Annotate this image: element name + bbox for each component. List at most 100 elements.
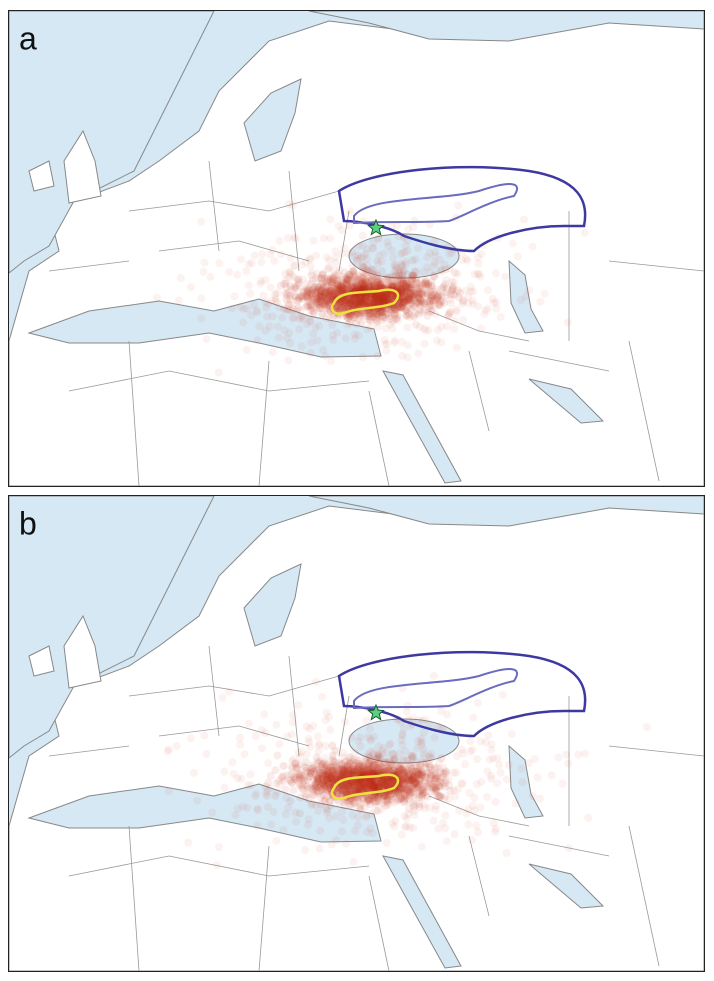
occurrence-dot xyxy=(342,781,351,790)
occurrence-dot xyxy=(271,294,280,303)
occurrence-dot xyxy=(371,292,380,301)
occurrence-dot xyxy=(400,279,409,288)
occurrence-dot xyxy=(422,289,431,298)
occurrence-dot xyxy=(261,276,270,285)
occurrence-dot xyxy=(360,281,369,290)
occurrence-dot xyxy=(415,299,424,308)
occurrence-dot xyxy=(401,784,410,793)
occurrence-dot xyxy=(319,293,328,302)
occurrence-dot xyxy=(426,290,435,299)
occurrence-dot xyxy=(360,803,369,812)
occurrence-dot xyxy=(365,763,374,772)
occurrence-dot xyxy=(311,677,320,686)
occurrence-dot xyxy=(365,778,374,787)
occurrence-dot xyxy=(409,791,418,800)
occurrence-dot xyxy=(346,272,355,281)
occurrence-dot xyxy=(388,317,397,326)
occurrence-dot xyxy=(386,778,395,787)
occurrence-dot xyxy=(247,259,256,268)
occurrence-dot xyxy=(368,270,377,279)
occurrence-dot xyxy=(339,784,348,793)
occurrence-dot xyxy=(362,760,371,769)
occurrence-dot xyxy=(427,294,436,303)
occurrence-dot xyxy=(325,713,334,722)
occurrence-dot xyxy=(322,708,331,717)
occurrence-dot xyxy=(448,284,457,293)
occurrence-dot xyxy=(355,298,364,307)
occurrence-dot xyxy=(389,291,398,300)
occurrence-dot xyxy=(340,301,349,310)
occurrence-dot xyxy=(280,777,289,786)
occurrence-dot xyxy=(284,301,293,310)
occurrence-dot xyxy=(410,289,419,298)
occurrence-dot xyxy=(284,273,293,282)
occurrence-dot xyxy=(435,777,444,786)
occurrence-dot xyxy=(302,782,311,791)
occurrence-dot xyxy=(378,764,387,773)
occurrence-dot xyxy=(372,270,381,279)
occurrence-dot xyxy=(376,298,385,307)
occurrence-dot xyxy=(415,282,424,291)
occurrence-dot xyxy=(451,792,460,801)
occurrence-dot xyxy=(398,301,407,310)
occurrence-dot xyxy=(354,766,363,775)
occurrence-dot xyxy=(312,288,321,297)
occurrence-dot xyxy=(344,281,353,290)
occurrence-dot xyxy=(405,788,414,797)
occurrence-dot xyxy=(352,292,361,301)
occurrence-dot xyxy=(368,784,377,793)
occurrence-dot xyxy=(466,287,475,296)
occurrence-dot xyxy=(337,772,346,781)
occurrence-dot xyxy=(304,301,313,310)
occurrence-dot xyxy=(360,263,369,272)
occurrence-dot xyxy=(302,289,311,298)
occurrence-dot xyxy=(394,788,403,797)
occurrence-dot xyxy=(431,310,440,319)
occurrence-dot xyxy=(403,756,412,765)
occurrence-dot xyxy=(363,766,372,775)
border xyxy=(288,170,300,272)
occurrence-dot xyxy=(360,779,369,788)
occurrence-dot xyxy=(357,768,366,777)
occurrence-dot xyxy=(419,299,428,308)
occurrence-dot xyxy=(431,774,440,783)
occurrence-dot xyxy=(496,768,505,777)
occurrence-dot xyxy=(339,285,348,294)
occurrence-dot xyxy=(361,779,370,788)
occurrence-dot xyxy=(338,300,347,309)
border xyxy=(208,160,220,252)
occurrence-dot xyxy=(310,780,319,789)
occurrence-dot xyxy=(446,307,455,316)
occurrence-dot xyxy=(326,773,335,782)
occurrence-dot xyxy=(380,763,389,772)
occurrence-dot xyxy=(355,784,364,793)
occurrence-dot xyxy=(331,247,340,256)
occurrence-dot xyxy=(360,279,369,288)
occurrence-dot xyxy=(302,789,311,798)
occurrence-dot xyxy=(367,298,376,307)
occurrence-dot xyxy=(333,277,342,286)
occurrence-dot xyxy=(317,775,326,784)
occurrence-dot xyxy=(383,291,392,300)
occurrence-dot xyxy=(382,346,391,355)
occurrence-dot xyxy=(328,290,337,299)
occurrence-dot xyxy=(302,287,311,296)
occurrence-dot xyxy=(330,758,339,767)
occurrence-dot xyxy=(363,777,372,786)
occurrence-dot xyxy=(370,793,379,802)
occurrence-dot xyxy=(316,304,325,313)
occurrence-dot xyxy=(481,738,490,747)
occurrence-dot xyxy=(434,301,443,310)
occurrence-dot xyxy=(400,784,409,793)
occurrence-dot xyxy=(324,275,333,284)
occurrence-dot xyxy=(427,294,436,303)
occurrence-dot xyxy=(380,249,389,258)
occurrence-dot xyxy=(336,298,345,307)
occurrence-dot xyxy=(333,282,342,291)
occurrence-dot xyxy=(404,294,413,303)
occurrence-dot xyxy=(236,740,245,749)
occurrence-dot xyxy=(316,779,325,788)
occurrence-dot xyxy=(375,282,384,291)
occurrence-dot xyxy=(373,291,382,300)
occurrence-dot xyxy=(452,343,461,352)
